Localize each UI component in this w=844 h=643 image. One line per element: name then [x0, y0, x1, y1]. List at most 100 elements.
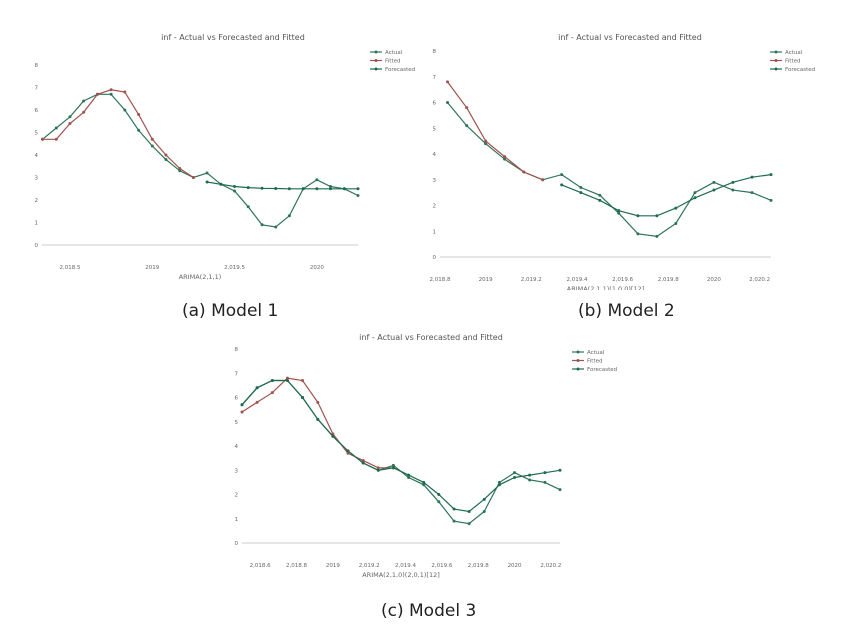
y-tick-label: 0 — [433, 255, 437, 261]
data-point-forecasted — [598, 198, 602, 202]
data-point-forecasted — [219, 182, 223, 186]
legend-label-forecasted: Forecasted — [785, 67, 815, 73]
data-point-actual — [164, 158, 168, 161]
data-point-forecasted — [655, 214, 659, 218]
data-point-actual — [467, 522, 471, 526]
data-point-actual — [769, 198, 773, 202]
legend-marker-actual — [774, 50, 778, 54]
y-tick-label: 7 — [35, 86, 39, 92]
chart-title: inf - Actual vs Forecasted and Fitted — [359, 333, 503, 342]
data-point-actual — [329, 185, 333, 188]
x-tick-label: 2,019.4 — [395, 563, 416, 569]
data-point-actual — [528, 478, 532, 482]
data-point-fitted — [164, 153, 168, 157]
data-point-actual — [712, 180, 716, 184]
data-point-actual — [465, 124, 469, 128]
data-point-forecasted — [376, 468, 380, 472]
data-point-fitted — [68, 122, 72, 125]
data-point-actual — [693, 191, 697, 195]
data-point-fitted — [522, 170, 526, 174]
y-tick-label: 8 — [35, 63, 39, 69]
y-tick-label: 6 — [35, 108, 39, 114]
caption-model-2: (b) Model 2 — [578, 301, 675, 321]
data-point-actual — [274, 225, 278, 229]
x-tick-label: 2,019.6 — [431, 563, 452, 569]
y-tick-label: 1 — [433, 229, 437, 235]
data-point-actual — [287, 214, 291, 218]
data-point-fitted — [95, 92, 99, 96]
data-point-actual — [233, 189, 237, 193]
x-tick-label: 2,019.6 — [612, 277, 633, 283]
data-point-forecasted — [560, 183, 564, 187]
legend-marker-fitted — [374, 59, 378, 62]
x-tick-label: 2,018.8 — [286, 563, 307, 569]
chart-panel-model-2: inf - Actual vs Forecasted and Fitted 0 1 2… — [419, 28, 830, 293]
x-axis-label: ARIMA(2,1,0)(2,0,1)[12] — [362, 571, 440, 579]
data-point-actual — [178, 169, 182, 173]
data-point-fitted — [54, 137, 58, 141]
y-tick-label: 8 — [433, 49, 437, 55]
data-point-forecasted — [712, 188, 716, 192]
data-point-actual — [452, 519, 456, 523]
legend-label-fitted: Fitted — [385, 59, 400, 65]
series-line-fitted — [447, 81, 543, 181]
data-point-fitted — [191, 176, 195, 179]
chart-model-2: inf - Actual vs Forecasted and Fitted 0 1 2… — [419, 33, 815, 293]
y-tick-label: 3 — [433, 178, 437, 184]
legend-marker-fitted — [576, 359, 580, 362]
data-point-actual — [503, 157, 507, 161]
data-point-fitted — [109, 88, 113, 92]
x-tick-label: 2020 — [707, 277, 721, 283]
x-tick-label: 2,020.2 — [540, 563, 561, 569]
data-point-forecasted — [558, 468, 562, 472]
data-point-forecasted — [301, 187, 305, 191]
legend-label-actual: Actual — [385, 50, 403, 56]
data-point-actual — [54, 126, 58, 130]
data-point-actual — [543, 480, 547, 484]
caption-model-3: (c) Model 3 — [381, 601, 477, 621]
data-point-fitted — [178, 167, 182, 170]
chart-title: inf - Actual vs Forecasted and Fitted — [161, 33, 305, 42]
y-tick-label: 1 — [35, 221, 39, 227]
data-point-forecasted — [285, 379, 289, 383]
data-point-actual — [315, 178, 319, 182]
legend-label-fitted: Fitted — [587, 359, 602, 365]
data-point-actual — [598, 193, 602, 197]
y-tick-label: 2 — [35, 198, 39, 204]
data-point-actual — [422, 483, 426, 487]
series-line-forecasted — [561, 174, 772, 217]
data-point-forecasted — [422, 480, 426, 484]
y-tick-label: 7 — [433, 75, 437, 81]
data-point-forecasted — [301, 396, 305, 399]
legend-marker-actual — [374, 50, 378, 54]
series-line-forecasted — [241, 379, 561, 513]
data-point-fitted — [376, 466, 380, 470]
data-point-actual — [513, 471, 517, 475]
data-point-forecasted — [346, 449, 350, 453]
chart-model-3: inf - Actual vs Forecasted and Fitted 0 1 2… — [221, 333, 617, 579]
chart-model-1: inf - Actual vs Forecasted and Fitted 0 1 2… — [21, 33, 415, 281]
x-axis-label: ARIMA(2,1,1) — [179, 273, 222, 281]
x-tick-label: 2,019.5 — [224, 265, 245, 271]
x-tick-label: 2,019.8 — [658, 277, 679, 283]
data-point-forecasted — [270, 379, 274, 383]
legend-marker-forecasted — [374, 67, 378, 71]
data-point-actual — [123, 108, 127, 112]
x-tick-label: 2,020.2 — [749, 277, 770, 283]
data-point-actual — [407, 476, 411, 480]
series-line-fitted — [42, 89, 194, 179]
data-point-actual — [497, 480, 501, 484]
series-line-actual — [447, 102, 772, 238]
data-point-actual — [484, 142, 488, 146]
data-point-forecasted — [467, 509, 471, 513]
data-point-forecasted — [342, 187, 346, 191]
data-point-forecasted — [315, 187, 319, 191]
data-point-forecasted — [636, 214, 640, 218]
data-point-forecasted — [437, 493, 441, 496]
y-tick-label: 3 — [35, 176, 39, 182]
data-point-actual — [617, 211, 621, 215]
x-tick-label: 2,019.2 — [359, 563, 380, 569]
data-point-forecasted — [331, 434, 335, 438]
data-point-fitted — [541, 178, 545, 182]
x-tick-label: 2,018.5 — [59, 265, 80, 271]
